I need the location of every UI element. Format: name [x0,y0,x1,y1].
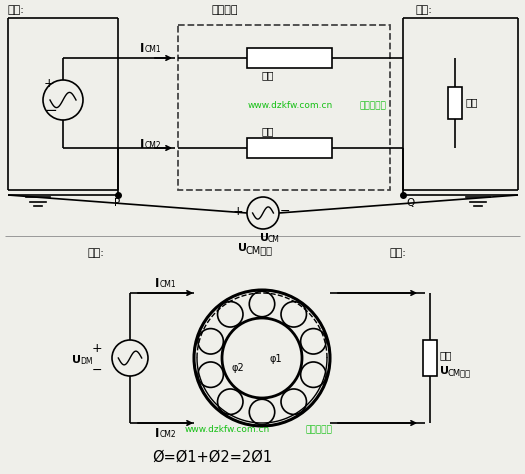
Text: www.dzkfw.com.cn: www.dzkfw.com.cn [185,425,270,434]
Bar [247,138,331,158]
Text: U: U [238,243,247,253]
Circle shape [194,290,330,426]
Text: I: I [155,277,160,290]
Circle shape [198,328,223,354]
Text: I: I [140,42,144,55]
Text: +: + [44,77,55,90]
Text: 阻抗: 阻抗 [261,70,274,80]
Text: 设备:: 设备: [415,5,432,15]
Circle shape [281,389,307,414]
Text: I: I [140,138,144,151]
Circle shape [249,399,275,425]
Text: I: I [155,427,160,440]
Text: 设备:: 设备: [390,248,407,258]
Circle shape [217,389,243,414]
Text: −: − [44,103,57,118]
Text: CM: CM [268,235,280,244]
Bar [178,25,390,190]
Text: 负载: 负载 [440,350,453,360]
Text: 电源:: 电源: [88,248,105,258]
Circle shape [301,362,326,387]
Text: CM2: CM2 [145,141,161,150]
Text: Ø=Ø1+Ø2=2Ø1: Ø=Ø1+Ø2=2Ø1 [152,450,272,465]
Text: φ1: φ1 [270,354,282,364]
Text: 电子开发网: 电子开发网 [305,425,332,434]
Text: U: U [72,355,81,365]
Text: www.dzkfw.com.cn: www.dzkfw.com.cn [248,101,333,110]
Text: U: U [260,233,269,243]
Circle shape [217,301,243,327]
Text: Q: Q [406,198,414,208]
Text: φ2: φ2 [232,363,245,373]
Bar [423,340,437,376]
Text: CM线圈: CM线圈 [246,245,273,255]
Circle shape [198,362,223,387]
Text: +: + [233,205,244,218]
Text: CM1: CM1 [145,45,161,54]
Circle shape [249,291,275,317]
Text: −: − [92,364,102,377]
Text: −: − [280,205,290,218]
Text: 电子开发网: 电子开发网 [360,101,387,110]
Text: 共模滤波: 共模滤波 [212,5,238,15]
Text: CM负载: CM负载 [448,368,471,377]
Text: DM: DM [80,357,92,366]
Text: CM1: CM1 [160,280,176,289]
Text: +: + [92,342,102,355]
Circle shape [301,328,326,354]
Text: 电源:: 电源: [8,5,25,15]
Text: CM2: CM2 [160,430,176,439]
Text: P: P [114,198,120,208]
Text: 阻抗: 阻抗 [261,126,274,136]
Bar [247,48,331,68]
Circle shape [222,318,302,398]
Text: 阻抗: 阻抗 [465,97,478,107]
Circle shape [281,301,307,327]
Text: U: U [440,366,449,376]
Bar [448,87,462,119]
